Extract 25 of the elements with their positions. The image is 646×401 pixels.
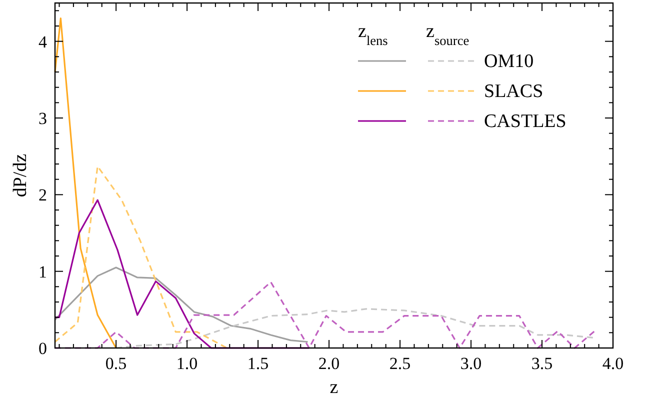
x-axis-title: z — [330, 377, 338, 398]
x-tick-label: 2.5 — [389, 354, 411, 373]
x-tick-label: 2.0 — [318, 354, 340, 373]
line-series — [54, 199, 310, 349]
x-tick-label: 3.5 — [531, 354, 553, 373]
line-series — [54, 281, 596, 349]
x-tick-label: 1.0 — [176, 354, 198, 373]
line-series — [54, 166, 228, 349]
y-tick-label: 2 — [38, 186, 47, 205]
y-tick-label: 4 — [38, 32, 48, 52]
legend-label: OM10 — [484, 51, 534, 72]
y-axis-title: dP/dz — [10, 154, 31, 198]
y-tick-label: 3 — [38, 109, 47, 128]
x-tick-label: 1.5 — [247, 354, 269, 373]
y-tick-label: 1 — [38, 262, 47, 282]
legend-label: SLACS — [484, 81, 544, 102]
annotation: z$_{lens}$ — [358, 21, 388, 48]
x-tick-label: 4.0 — [602, 354, 624, 373]
x-tick-label: 3.0 — [460, 354, 482, 373]
x-tick-label: 0.5 — [105, 354, 127, 373]
line-series — [54, 266, 309, 343]
line-series — [54, 18, 117, 349]
annotation: z$_{source}$ — [426, 21, 470, 48]
y-tick-label: 0 — [38, 339, 47, 358]
legend-label: CASTLES — [484, 111, 566, 132]
